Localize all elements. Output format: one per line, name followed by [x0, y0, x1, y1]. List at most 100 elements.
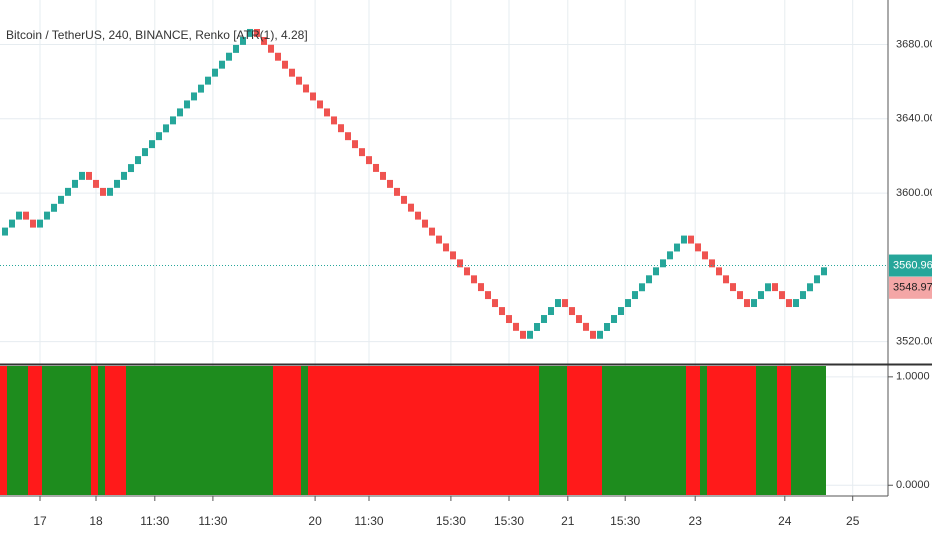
- state-band: [308, 366, 539, 495]
- renko-brick: [765, 283, 771, 292]
- renko-brick: [268, 44, 274, 53]
- renko-brick: [401, 195, 407, 204]
- state-band: [539, 366, 567, 495]
- price-label: 3548.97: [893, 282, 932, 294]
- labels-layer: 3680.00 3640.00 3600.00 3520.00 17 18 11:30 11:…: [33, 38, 932, 528]
- renko-brick: [93, 179, 99, 188]
- renko-brick: [184, 100, 190, 109]
- renko-brick: [625, 299, 631, 308]
- renko-brick: [44, 211, 50, 220]
- renko-brick: [219, 60, 225, 69]
- renko-brick: [653, 267, 659, 276]
- x-tick-label: 15:30: [494, 514, 524, 528]
- state-band: [700, 366, 707, 495]
- renko-brick: [590, 330, 596, 339]
- chart-title: Bitcoin / TetherUS, 240, BINANCE, Renko …: [6, 28, 308, 42]
- renko-brick: [30, 219, 36, 228]
- renko-brick: [485, 291, 491, 300]
- renko-brick: [478, 283, 484, 292]
- state-band: [273, 366, 301, 495]
- renko-brick: [772, 283, 778, 292]
- state-band: [7, 366, 28, 495]
- renko-brick: [198, 84, 204, 93]
- renko-brick: [324, 108, 330, 117]
- renko-brick: [86, 171, 92, 180]
- state-band: [777, 366, 791, 495]
- renko-brick: [492, 299, 498, 308]
- renko-brick: [646, 275, 652, 284]
- x-tick-label: 15:30: [610, 514, 640, 528]
- renko-brick: [394, 187, 400, 196]
- renko-brick: [359, 148, 365, 157]
- renko-brick: [534, 323, 540, 331]
- renko-brick: [373, 163, 379, 172]
- renko-brick: [2, 227, 8, 236]
- renko-brick: [331, 116, 337, 125]
- renko-brick: [709, 259, 715, 268]
- state-band: [791, 366, 826, 495]
- renko-brick: [317, 100, 323, 109]
- renko-brick: [16, 211, 22, 220]
- renko-brick: [457, 259, 463, 268]
- y-tick-label: 3680.00: [896, 38, 932, 50]
- renko-brick: [464, 267, 470, 276]
- renko-brick: [681, 235, 687, 244]
- state-band: [28, 366, 42, 495]
- renko-brick: [562, 299, 568, 308]
- renko-brick: [688, 235, 694, 244]
- state-band: [105, 366, 126, 495]
- renko-brick: [226, 52, 232, 61]
- renko-brick: [345, 132, 351, 141]
- renko-brick: [450, 251, 456, 260]
- renko-brick: [674, 243, 680, 252]
- state-band: [567, 366, 602, 495]
- state-band: [602, 366, 686, 495]
- renko-brick: [744, 299, 750, 308]
- price-label-box: [889, 254, 932, 277]
- x-tick-label: 11:30: [198, 514, 227, 528]
- renko-brick: [100, 187, 106, 196]
- renko-brick: [163, 124, 169, 133]
- renko-brick: [758, 291, 764, 300]
- renko-brick: [156, 132, 162, 141]
- y-tick-label: 0.0000: [896, 479, 930, 491]
- renko-brick: [72, 179, 78, 188]
- renko-brick: [121, 171, 127, 180]
- state-band: [0, 366, 7, 495]
- y-tick-label: 3600.00: [896, 187, 932, 199]
- renko-brick: [58, 195, 64, 204]
- x-tick-label: 24: [778, 514, 792, 528]
- renko-brick: [660, 259, 666, 268]
- renko-brick: [730, 283, 736, 292]
- renko-brick: [275, 52, 281, 61]
- renko-brick: [205, 76, 211, 85]
- renko-brick: [254, 28, 260, 37]
- renko-brick: [800, 291, 806, 300]
- renko-brick: [338, 124, 344, 133]
- renko-brick: [716, 267, 722, 276]
- renko-brick: [282, 60, 288, 69]
- renko-brick: [9, 219, 15, 228]
- renko-brick: [233, 44, 239, 53]
- renko-brick: [527, 330, 533, 339]
- renko-brick: [702, 251, 708, 260]
- price-label: 3560.96: [893, 259, 932, 271]
- price-label-box: [889, 276, 932, 299]
- renko-brick: [548, 307, 554, 315]
- renko-brick: [604, 323, 610, 331]
- renko-brick: [296, 76, 302, 85]
- renko-brick: [793, 299, 799, 308]
- renko-brick: [779, 291, 785, 300]
- renko-brick: [751, 299, 757, 308]
- renko-brick: [23, 211, 29, 220]
- x-tick-label: 15:30: [436, 514, 466, 528]
- state-band: [91, 366, 98, 495]
- renko-brick: [247, 28, 253, 37]
- x-tick-label: 23: [689, 514, 703, 528]
- renko-brick: [310, 92, 316, 101]
- renko-brick: [443, 243, 449, 252]
- renko-brick: [191, 92, 197, 101]
- renko-brick: [240, 36, 246, 45]
- renko-brick: [289, 68, 295, 77]
